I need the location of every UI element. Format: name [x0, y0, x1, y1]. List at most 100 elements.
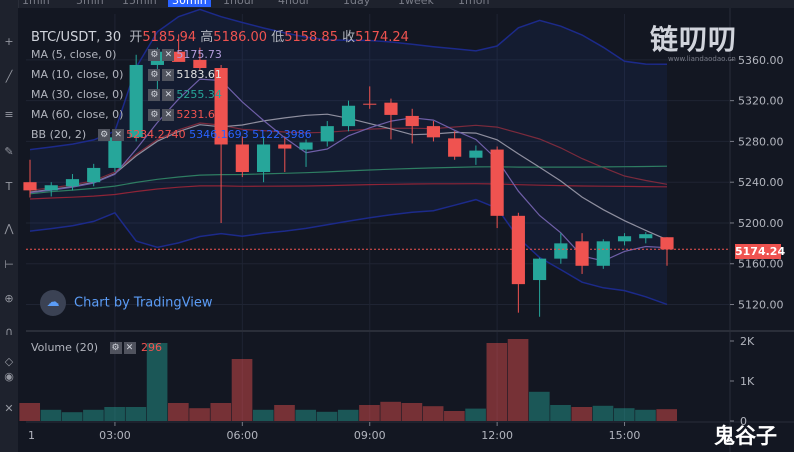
bb-lower: 5122.3986 [252, 128, 312, 141]
close-icon[interactable]: ✕ [112, 129, 125, 141]
ohlc-header: BTC/USDT, 30 开5185.94 高5186.00 低5158.85 … [31, 30, 409, 45]
candle-body [23, 182, 37, 191]
low-label: 低 [271, 30, 285, 45]
tab-1mon[interactable]: 1mon [458, 0, 490, 7]
tab-15min[interactable]: 15min [122, 0, 157, 7]
close-icon[interactable]: ✕ [162, 109, 175, 121]
close-icon[interactable]: ✕ [162, 49, 175, 61]
candle-body [554, 243, 568, 259]
time-tick-label-first: 1 [28, 429, 35, 442]
volume-value: 296 [141, 341, 162, 354]
magnet-icon[interactable]: ∩ [4, 325, 14, 338]
close-label: 收 [342, 30, 356, 45]
volume-legend: Volume (20) ⚙ ✕ 296 [31, 341, 162, 354]
last-price-tag: 5174.24 [735, 244, 786, 259]
candle-body [575, 241, 589, 266]
ma5-name: MA (5, close, 0) [31, 48, 117, 61]
trend-line-icon[interactable]: ╱ [5, 70, 13, 83]
volume-bar [274, 405, 295, 421]
time-tick-label: 15:00 [609, 429, 641, 442]
brush-icon[interactable]: ✎ [4, 145, 14, 158]
close-icon[interactable]: ✕ [162, 89, 175, 101]
volume-bar [401, 403, 423, 421]
candle-body [533, 258, 547, 281]
volume-bar [528, 391, 550, 421]
candle-body [384, 102, 398, 115]
eye-icon[interactable]: ◉ [4, 370, 14, 383]
candle-body [511, 215, 525, 285]
candle-body [596, 241, 610, 266]
candle-body [299, 142, 313, 150]
ma10-name: MA (10, close, 0) [31, 68, 124, 81]
tab-4hour[interactable]: 4hour [278, 0, 311, 7]
legend-ma60: MA (60, close, 0) ⚙ ✕ 5231.69 [31, 108, 222, 121]
zoom-icon[interactable]: ⊕ [4, 292, 14, 305]
volume-bar [125, 407, 147, 421]
pattern-icon[interactable]: ⋀ [4, 222, 14, 235]
candle-body [214, 68, 228, 145]
open-value: 5185.94 [142, 30, 197, 45]
bollinger-lower-line [29, 198, 668, 306]
time-tick-label: 09:00 [354, 429, 386, 442]
settings-icon[interactable]: ⚙ [109, 342, 122, 354]
candle-body [426, 126, 441, 138]
tradingview-credit-text: Chart by TradingView [74, 295, 213, 311]
candle-body [44, 185, 58, 191]
tradingview-cloud-icon: ☁ [40, 290, 66, 316]
tab-1week[interactable]: 1week [398, 0, 434, 7]
volume-bar [19, 403, 41, 421]
volume-bar [613, 408, 635, 421]
price-tick-label: 5160.00 [738, 258, 784, 271]
candle-body [469, 150, 483, 158]
close-icon[interactable]: ✕ [123, 342, 136, 354]
volume-label: Volume (20) [31, 341, 98, 354]
volume-bar [189, 408, 210, 421]
volume-bar [168, 403, 189, 421]
tab-5min[interactable]: 5min [76, 0, 104, 7]
candle-body [129, 64, 143, 138]
candle-body [108, 137, 122, 168]
candlestick-chart[interactable]: 5360.00 5320.00 5280.00 5240.00 5200.00 5160.… [18, 8, 794, 452]
tradingview-credit[interactable]: ☁ Chart by TradingView [40, 290, 212, 316]
ma30-line [29, 165, 668, 195]
price-tick-label: 5120.00 [738, 299, 784, 312]
ma60-name: MA (60, close, 0) [31, 108, 124, 121]
tab-30min[interactable]: 30min [168, 0, 211, 7]
tab-1day[interactable]: 1day [343, 0, 371, 7]
bb-upper: 5346.1693 [189, 128, 249, 141]
settings-icon[interactable]: ⚙ [148, 89, 161, 101]
volume-bar [571, 407, 593, 421]
close-value: 5174.24 [355, 30, 409, 45]
volume-tick-label: 2K [740, 335, 755, 348]
volume-bar [656, 409, 678, 421]
legend-ma30: MA (30, close, 0) ⚙ ✕ 5255.34 [31, 88, 222, 101]
settings-icon[interactable]: ⚙ [98, 129, 111, 141]
volume-tick-label: 1K [740, 375, 755, 388]
ma10-value: 5183.61 [176, 68, 222, 81]
text-icon[interactable]: T [5, 180, 13, 193]
candle-body [65, 179, 80, 187]
close-icon[interactable]: ✕ [162, 69, 175, 81]
volume-bar [550, 405, 571, 421]
tab-1hour[interactable]: 1hour [223, 0, 256, 7]
volume-bar [444, 411, 465, 421]
settings-icon[interactable]: ⚙ [148, 69, 161, 81]
price-tick-label: 5320.00 [738, 95, 784, 108]
volume-bar [422, 406, 444, 421]
candle-body [639, 234, 653, 239]
tab-1min[interactable]: 1min [22, 0, 50, 7]
volume-bar [295, 409, 317, 421]
fib-icon[interactable]: ≡ [4, 108, 14, 121]
lock-icon[interactable]: ◇ [4, 355, 14, 368]
measure-icon[interactable]: ⊢ [4, 258, 14, 271]
price-tick-label: 5280.00 [738, 135, 784, 148]
volume-bar [146, 343, 168, 421]
volume-bar [316, 411, 338, 421]
volume-bar [486, 343, 508, 421]
cursor-icon[interactable]: + [4, 35, 14, 48]
settings-icon[interactable]: ⚙ [148, 109, 161, 121]
settings-icon[interactable]: ⚙ [148, 49, 161, 61]
trash-icon[interactable]: ✕ [4, 402, 14, 415]
candle-body [617, 236, 632, 242]
ma30-name: MA (30, close, 0) [31, 88, 124, 101]
